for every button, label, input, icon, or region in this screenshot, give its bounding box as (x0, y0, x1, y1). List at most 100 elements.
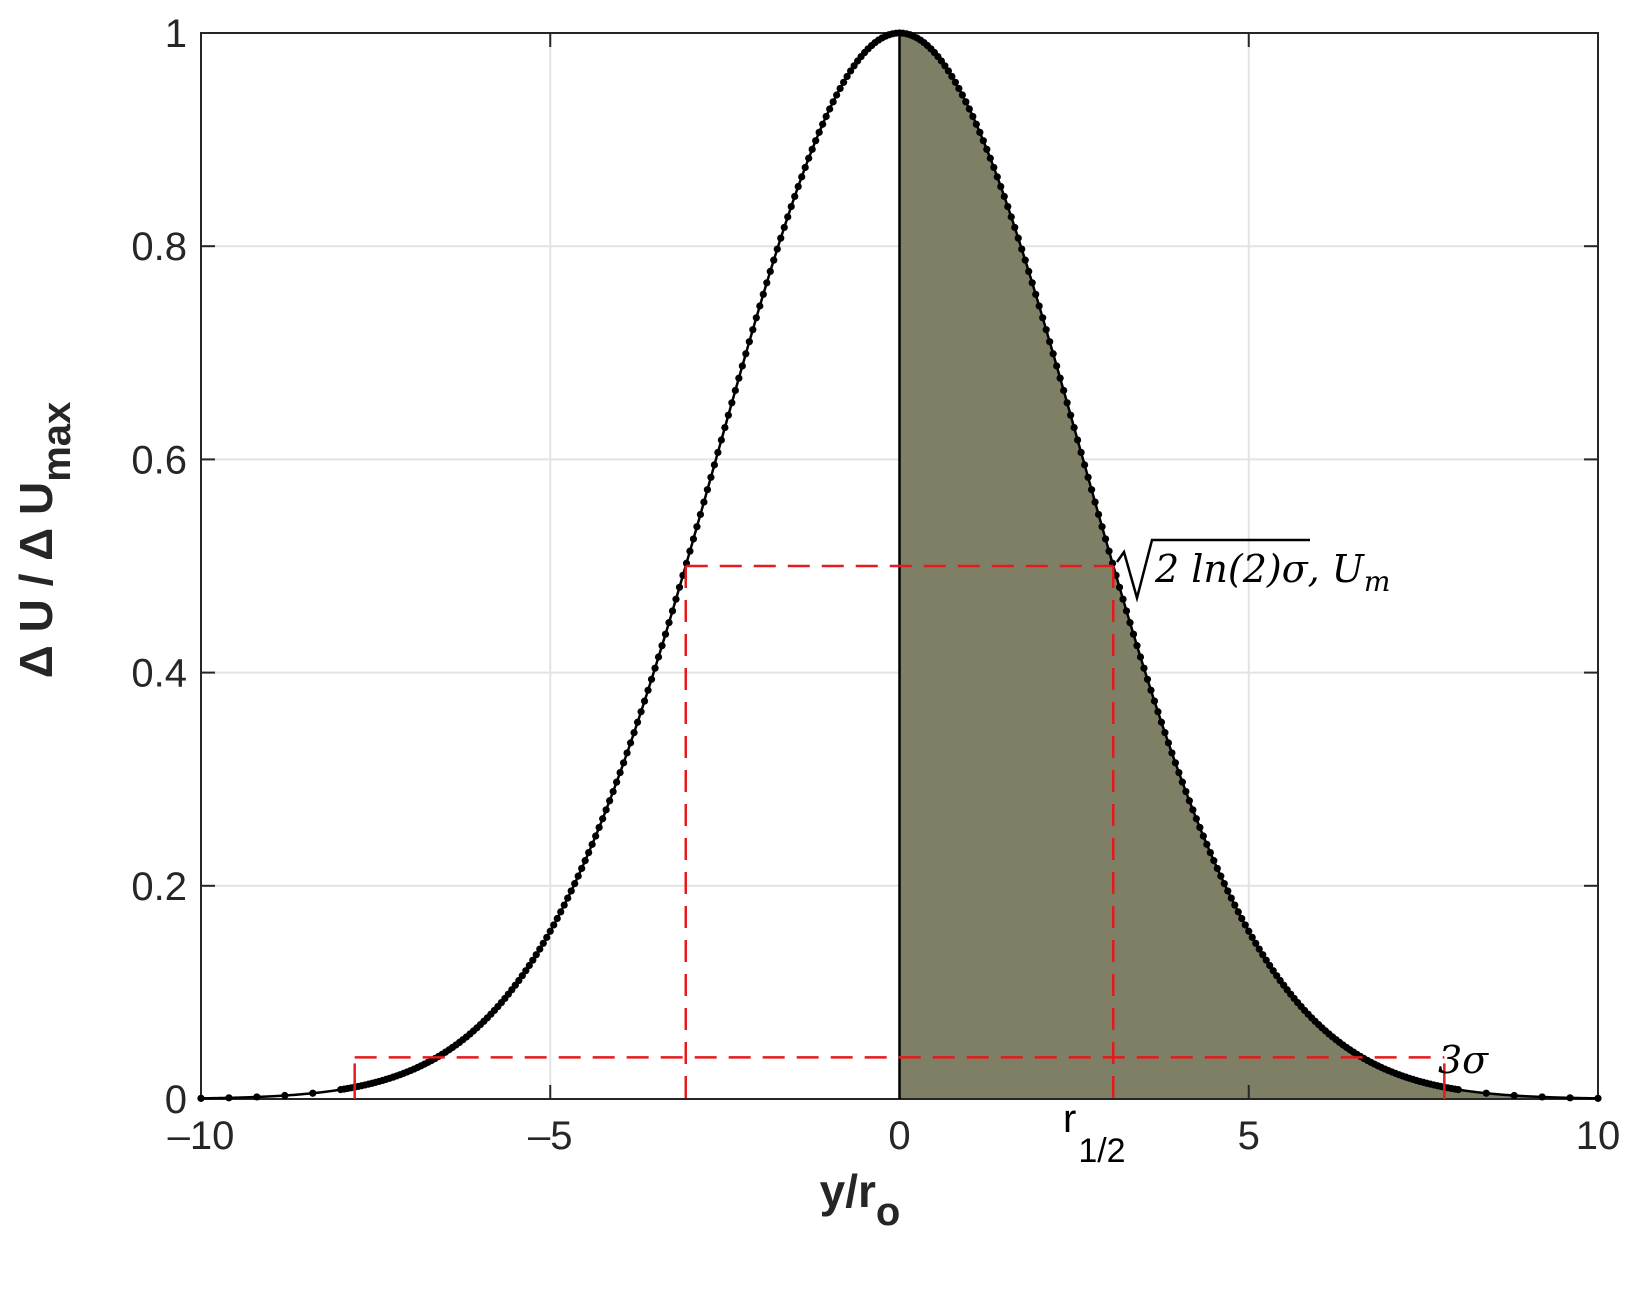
data-point-235 (1157, 718, 1166, 726)
data-point-109 (717, 436, 725, 444)
data-point-255 (1227, 894, 1235, 902)
data-point-193 (1011, 223, 1019, 232)
data-point-191 (1004, 202, 1012, 211)
data-point-252 (1217, 872, 1225, 880)
data-point-186 (986, 154, 994, 162)
data-point-84 (630, 729, 638, 737)
data-point-261 (1248, 933, 1256, 941)
data-point-85 (633, 718, 642, 726)
data-point-180 (965, 105, 973, 113)
data-point-326 (253, 1093, 261, 1101)
data-point-112 (728, 399, 736, 407)
y-tick-label-5: 1 (165, 12, 187, 56)
data-point-132 (798, 173, 806, 181)
data-point-188 (993, 173, 1001, 181)
data-point-83 (626, 739, 635, 747)
data-point-198 (1028, 279, 1036, 287)
data-point-225 (1122, 607, 1131, 615)
data-point-185 (983, 145, 991, 153)
y-tick-label-3: 0.6 (131, 438, 187, 482)
data-point-199 (1032, 290, 1040, 298)
data-point-173 (941, 62, 949, 70)
data-point-179 (962, 98, 970, 106)
data-point-240 (1175, 768, 1183, 777)
data-point-123 (766, 267, 774, 275)
data-point-70 (581, 857, 589, 865)
data-point-120 (756, 302, 764, 310)
data-point-95 (668, 607, 677, 615)
data-point-265 (1262, 956, 1270, 964)
data-point-61 (550, 921, 558, 929)
data-point-217 (1094, 510, 1103, 519)
data-point-78 (609, 787, 617, 796)
data-point-325 (1538, 1093, 1546, 1101)
data-point-117 (745, 338, 753, 346)
data-point-75 (599, 815, 607, 823)
data-point-115 (738, 362, 746, 370)
data-point-63 (557, 908, 565, 916)
data-point-76 (602, 806, 610, 814)
data-point-69 (578, 864, 586, 873)
data-point-103 (696, 510, 705, 519)
data-point-206 (1056, 374, 1064, 382)
data-point-231 (1143, 675, 1152, 683)
data-point-190 (1000, 192, 1008, 201)
data-point-72 (588, 840, 596, 848)
y-tick-label-0: 0 (165, 1078, 187, 1122)
data-point-192 (1007, 213, 1015, 221)
data-point-67 (571, 880, 579, 888)
data-point-220 (1105, 547, 1113, 555)
x-tick-label-3: 5 (1238, 1114, 1260, 1158)
data-point-136 (812, 137, 820, 145)
data-point-107 (710, 461, 719, 469)
data-point-101 (689, 535, 698, 543)
data-point-329 (1594, 1094, 1602, 1102)
data-point-214 (1084, 473, 1092, 481)
data-point-133 (801, 163, 809, 172)
data-point-204 (1049, 350, 1057, 358)
x-tick-labels: –10 –5 0 5 10 (168, 1114, 1621, 1158)
data-point-215 (1087, 486, 1096, 494)
data-point-211 (1074, 436, 1082, 444)
data-point-321 (1482, 1089, 1490, 1097)
data-point-328 (225, 1094, 233, 1102)
x-tick-label-0: –10 (168, 1114, 235, 1158)
x-axis-label-main: y/r (820, 1165, 876, 1217)
data-point-213 (1081, 461, 1089, 469)
data-point-219 (1101, 535, 1110, 543)
data-point-187 (990, 163, 998, 172)
data-point-256 (1231, 901, 1239, 909)
data-point-258 (1238, 914, 1246, 923)
data-point-239 (1171, 759, 1180, 767)
data-point-119 (752, 314, 760, 322)
data-point-74 (595, 823, 603, 832)
x-tick-label-1: –5 (528, 1114, 573, 1158)
data-point-89 (647, 675, 656, 683)
data-point-223 (1115, 583, 1124, 591)
data-point-267 (1269, 967, 1277, 975)
data-point-106 (707, 473, 715, 481)
data-markers (197, 29, 1602, 1102)
data-point-138 (819, 120, 827, 128)
data-point-73 (592, 832, 600, 840)
data-point-82 (623, 749, 631, 757)
data-point-263 (1255, 945, 1263, 953)
data-point-228 (1133, 642, 1141, 650)
data-point-108 (714, 448, 722, 457)
data-point-79 (613, 778, 621, 786)
data-point-97 (675, 583, 684, 591)
data-point-113 (731, 386, 739, 395)
data-point-92 (658, 642, 666, 650)
data-point-145 (843, 72, 851, 81)
data-point-257 (1234, 908, 1242, 916)
x-tick-label-4: 10 (1576, 1114, 1621, 1158)
shaded-area (899, 33, 1598, 1099)
data-point-55 (529, 956, 537, 964)
data-point-137 (815, 128, 823, 136)
data-point-90 (651, 664, 659, 672)
annotation-r-half: r1/2 (1063, 1097, 1126, 1170)
data-point-62 (553, 914, 561, 923)
data-point-197 (1025, 267, 1033, 275)
data-point-234 (1154, 708, 1162, 716)
